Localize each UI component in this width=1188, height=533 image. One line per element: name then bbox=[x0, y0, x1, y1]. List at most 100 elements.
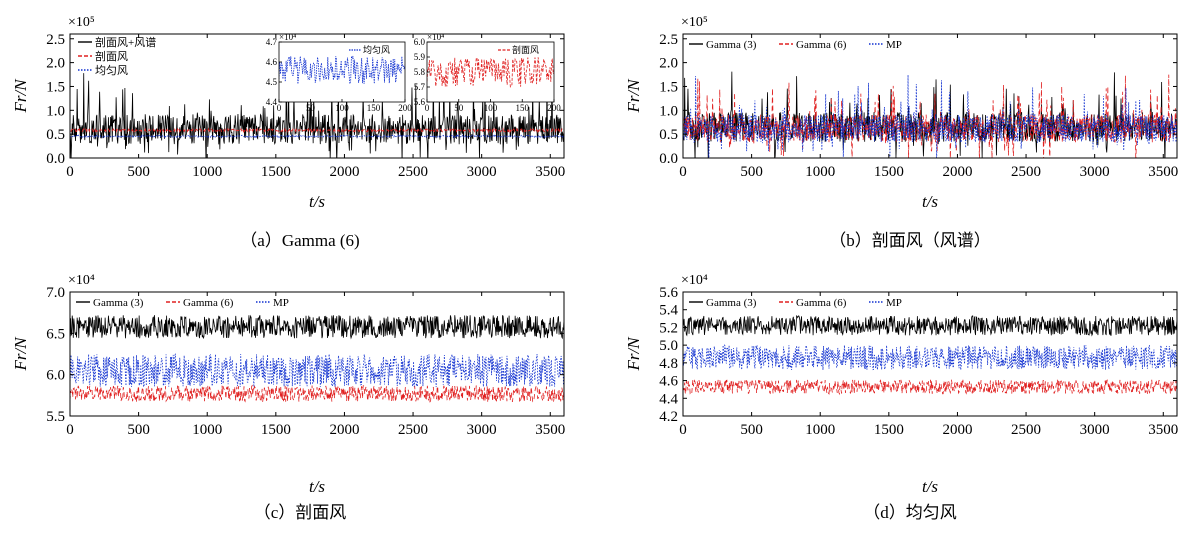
scale-label-c: ×10⁴ bbox=[68, 273, 95, 288]
legend-entry-d-1: Gamma (6) bbox=[796, 297, 847, 309]
x-tick-label-a-3: 1500 bbox=[261, 164, 291, 180]
inset-x-tick-a-1-2: 100 bbox=[484, 103, 498, 113]
x-tick-label-d-3: 1500 bbox=[874, 422, 904, 438]
legend-entry-b-0: Gamma (3) bbox=[706, 39, 757, 51]
x-tick-label-b-1: 500 bbox=[740, 164, 763, 180]
inset-y-tick-a-0-1: 4.5 bbox=[266, 77, 278, 87]
inset-y-tick-a-1-1: 5.7 bbox=[414, 82, 426, 92]
inset-series-line-a-0 bbox=[279, 55, 405, 85]
y-tick-label-d-7: 5.6 bbox=[659, 285, 678, 301]
x-tick-label-a-6: 3000 bbox=[467, 164, 497, 180]
series-line-d-1 bbox=[683, 378, 1177, 396]
y-tick-label-a-4: 2.0 bbox=[46, 56, 65, 72]
legend-entry-d-2: MP bbox=[886, 297, 902, 309]
series-line-c-1 bbox=[70, 384, 564, 404]
y-tick-label-b-3: 1.5 bbox=[659, 79, 678, 95]
y-tick-label-b-5: 2.5 bbox=[659, 32, 678, 48]
y-tick-label-a-1: 0.5 bbox=[46, 127, 65, 143]
y-tick-label-a-3: 1.5 bbox=[46, 79, 65, 95]
legend-b: Gamma (3) Gamma (6) MP bbox=[689, 39, 902, 51]
x-tick-label-b-0: 0 bbox=[679, 164, 687, 180]
x-axis-label-a: t/s bbox=[309, 192, 325, 211]
y-tick-label-d-3: 4.8 bbox=[659, 356, 678, 372]
inset-scale-label-a-0: ×10⁴ bbox=[279, 32, 296, 42]
scale-label-b: ×10⁵ bbox=[681, 15, 708, 30]
inset-y-tick-a-1-3: 5.9 bbox=[414, 52, 426, 62]
legend-entry-b-2: MP bbox=[886, 39, 902, 51]
scale-label-a: ×10⁵ bbox=[68, 15, 95, 30]
inset-a-1: 0 50 100 150 200 5.6 5.7 5.8 5.9 6.0 ×10⁴ 剖面风 bbox=[414, 32, 562, 113]
x-tick-label-d-7: 3500 bbox=[1148, 422, 1178, 438]
x-tick-label-c-6: 3000 bbox=[467, 422, 497, 438]
y-axis-label-d: Fr/N bbox=[624, 336, 643, 372]
y-tick-label-c-0: 5.5 bbox=[46, 409, 65, 425]
x-tick-label-b-7: 3500 bbox=[1148, 164, 1178, 180]
inset-x-tick-a-1-1: 50 bbox=[454, 103, 464, 113]
panel-caption-b: （b）剖面风（风谱） bbox=[829, 231, 991, 250]
y-tick-label-d-2: 4.6 bbox=[659, 374, 678, 390]
inset-a-0: 0 50 100 150 200 4.4 4.5 4.6 4.7 ×10⁴ 均匀风 bbox=[266, 32, 413, 113]
inset-x-tick-a-0-4: 200 bbox=[398, 103, 412, 113]
chart-panel-a: 0 500 1000 1500 2000 2500 3000 35000.00.51.01.5… bbox=[11, 15, 565, 250]
inset-x-tick-a-0-2: 100 bbox=[335, 103, 349, 113]
series-line-d-0 bbox=[683, 314, 1177, 337]
y-tick-label-d-1: 4.4 bbox=[659, 391, 678, 407]
legend-entry-c-2: MP bbox=[273, 297, 289, 309]
legend-entry-b-1: Gamma (6) bbox=[796, 39, 847, 51]
y-tick-label-b-2: 1.0 bbox=[659, 103, 678, 119]
legend-entry-c-1: Gamma (6) bbox=[183, 297, 234, 309]
y-tick-label-d-5: 5.2 bbox=[659, 320, 678, 336]
y-tick-label-a-2: 1.0 bbox=[46, 103, 65, 119]
panel-caption-d: （d）均匀风 bbox=[863, 503, 957, 522]
y-tick-label-b-4: 2.0 bbox=[659, 56, 678, 72]
y-tick-label-b-0: 0.0 bbox=[659, 151, 678, 167]
inset-y-tick-a-1-4: 6.0 bbox=[414, 37, 426, 47]
x-tick-label-d-1: 500 bbox=[740, 422, 763, 438]
x-tick-label-a-0: 0 bbox=[66, 164, 74, 180]
series-line-a-1 bbox=[70, 127, 564, 134]
y-tick-label-d-4: 5.0 bbox=[659, 338, 678, 354]
y-tick-label-a-5: 2.5 bbox=[46, 32, 65, 48]
y-axis-label-c: Fr/N bbox=[11, 336, 30, 372]
inset-x-tick-a-0-3: 150 bbox=[367, 103, 381, 113]
x-tick-label-c-0: 0 bbox=[66, 422, 74, 438]
x-tick-label-a-7: 3500 bbox=[535, 164, 565, 180]
x-tick-label-c-1: 500 bbox=[127, 422, 150, 438]
y-tick-label-c-3: 7.0 bbox=[46, 285, 65, 301]
x-tick-label-c-3: 1500 bbox=[261, 422, 291, 438]
x-tick-label-b-5: 2500 bbox=[1011, 164, 1041, 180]
x-tick-label-a-5: 2500 bbox=[398, 164, 428, 180]
y-tick-label-b-1: 0.5 bbox=[659, 127, 678, 143]
inset-legend-a-0: 均匀风 bbox=[363, 44, 390, 55]
panel-caption-a: （a）Gamma (6) bbox=[240, 231, 359, 250]
legend-entry-c-0: Gamma (3) bbox=[93, 297, 144, 309]
inset-x-tick-a-1-4: 200 bbox=[547, 103, 561, 113]
x-tick-label-d-4: 2000 bbox=[942, 422, 972, 438]
legend-entry-d-0: Gamma (3) bbox=[706, 297, 757, 309]
y-tick-label-d-6: 5.4 bbox=[659, 303, 678, 319]
chart-panel-d: 0 500 1000 1500 2000 2500 3000 3500 4.2 4.44.6 4.8… bbox=[624, 273, 1178, 522]
x-tick-label-b-3: 1500 bbox=[874, 164, 904, 180]
x-axis-label-b: t/s bbox=[922, 192, 938, 211]
y-tick-label-a-0: 0.0 bbox=[46, 151, 65, 167]
inset-x-tick-a-1-0: 0 bbox=[425, 103, 430, 113]
x-tick-label-c-7: 3500 bbox=[535, 422, 565, 438]
inset-x-tick-a-1-3: 150 bbox=[516, 103, 530, 113]
legend-entry-a-1: 剖面风 bbox=[95, 49, 128, 63]
y-tick-label-c-2: 6.5 bbox=[46, 326, 65, 342]
y-axis-label-a: Fr/N bbox=[11, 78, 30, 114]
x-axis-label-c: t/s bbox=[309, 477, 325, 496]
inset-y-tick-a-1-0: 5.6 bbox=[414, 97, 426, 107]
x-tick-label-d-2: 1000 bbox=[805, 422, 835, 438]
plot-frame-a bbox=[69, 33, 565, 159]
x-tick-label-c-5: 2500 bbox=[398, 422, 428, 438]
inset-y-tick-a-0-3: 4.7 bbox=[266, 37, 278, 47]
inset-legend-a-1: 剖面风 bbox=[512, 44, 539, 55]
y-axis-label-b: Fr/N bbox=[624, 78, 643, 114]
x-tick-label-a-4: 2000 bbox=[329, 164, 359, 180]
x-tick-label-a-2: 1000 bbox=[192, 164, 222, 180]
series-line-a-0 bbox=[70, 68, 564, 158]
inset-y-tick-a-0-2: 4.6 bbox=[266, 57, 278, 67]
